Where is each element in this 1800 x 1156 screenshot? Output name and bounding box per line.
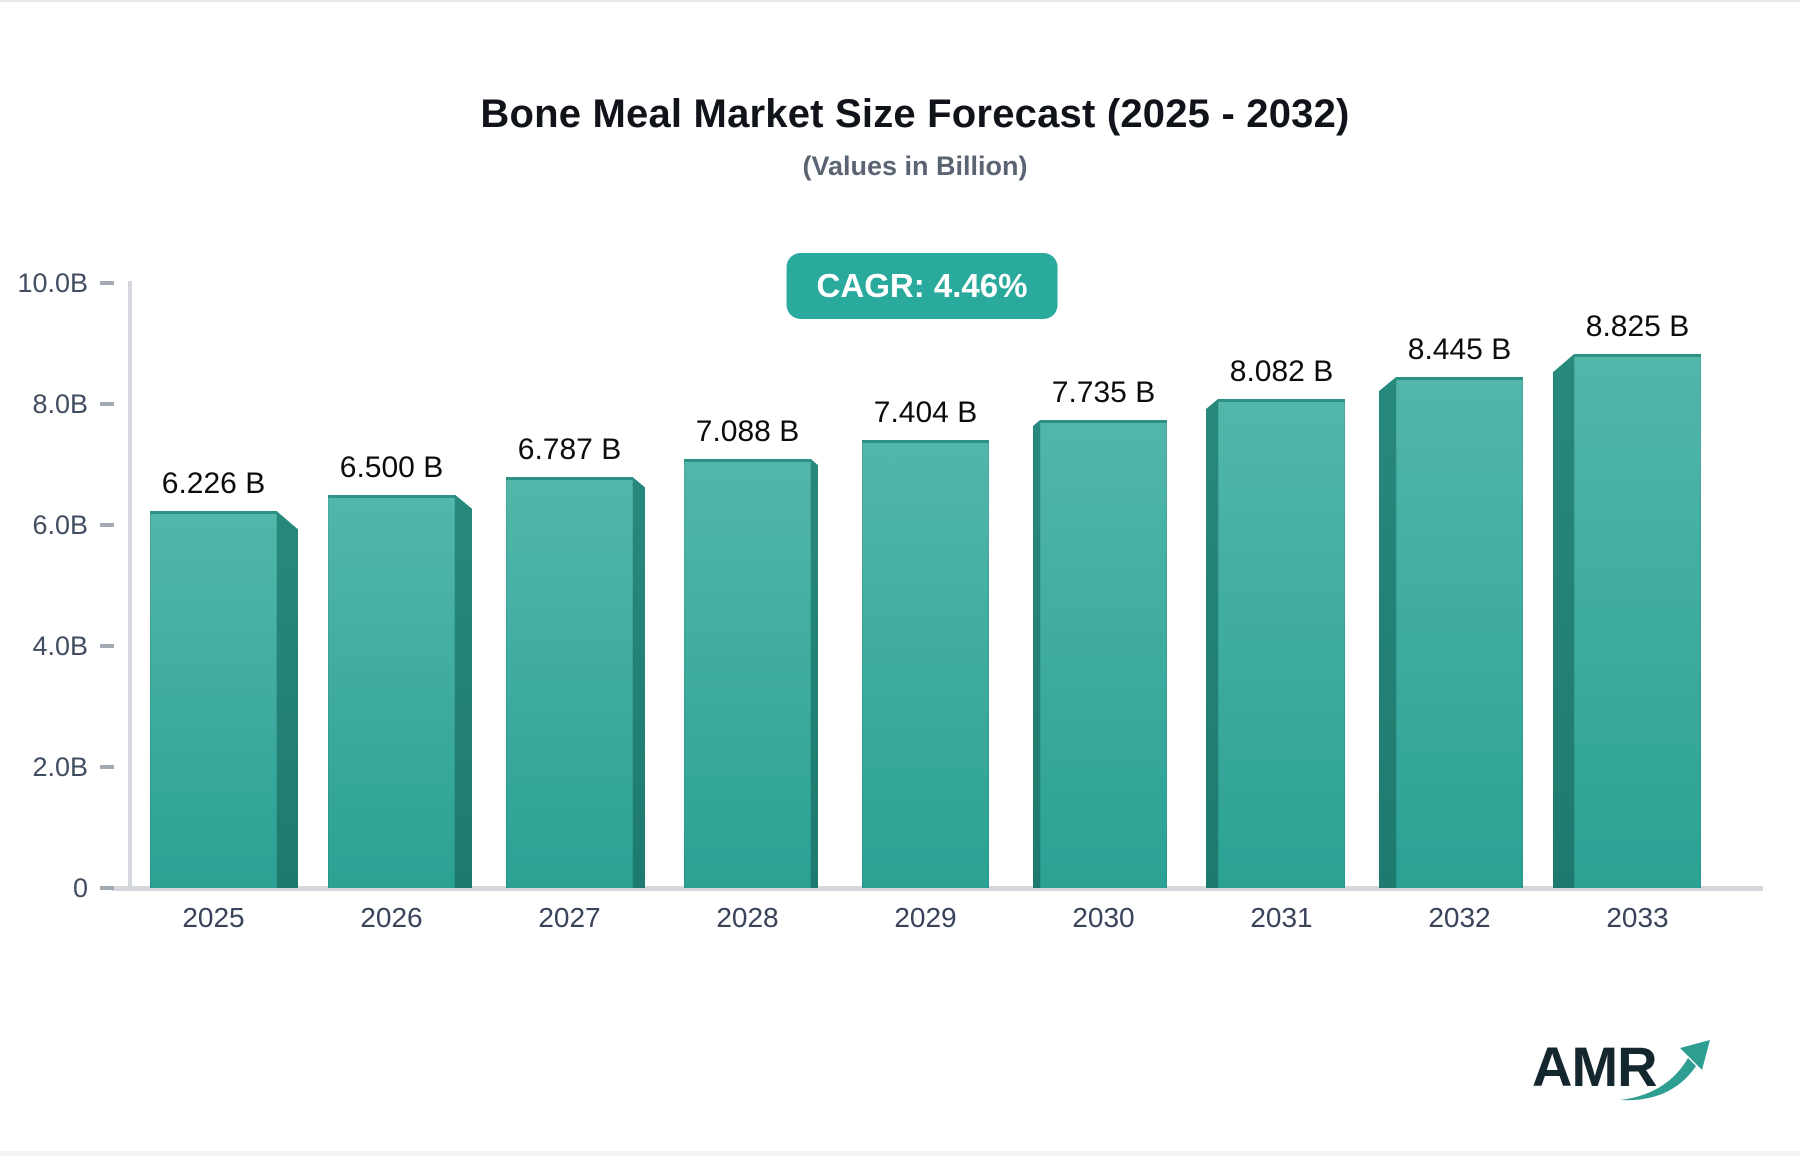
y-axis-line	[128, 281, 132, 888]
bar-2026	[328, 494, 455, 888]
x-tick-label: 2030	[1072, 902, 1135, 933]
y-tick-dash	[100, 765, 114, 769]
bar-value-label: 6.787 B	[517, 433, 622, 467]
x-tick-label: 2025	[182, 902, 245, 933]
bar-value-label: 8.825 B	[1585, 310, 1690, 344]
bar-side-face	[633, 477, 645, 888]
x-tick-label: 2029	[894, 902, 957, 933]
x-tick-label: 2031	[1250, 902, 1313, 933]
bar-side-face	[277, 511, 298, 888]
y-tick-label: 0	[72, 873, 88, 903]
bar-2031	[1218, 399, 1345, 888]
x-tick-label: 2028	[716, 902, 779, 933]
x-tick-label: 2026	[360, 902, 423, 933]
bar-value-label: 7.088 B	[695, 415, 800, 449]
bar-2030	[1040, 420, 1167, 888]
bar-value-label: 8.445 B	[1407, 333, 1512, 367]
y-tick-label: 8.0B	[32, 389, 88, 419]
bar-2025	[150, 511, 277, 888]
bar-side-face	[1206, 399, 1218, 888]
bar-side-face	[811, 459, 818, 888]
page-top-border	[0, 0, 1800, 2]
y-tick-dash	[100, 281, 114, 285]
y-tick-dash	[100, 644, 114, 648]
y-tick-label: 10.0B	[17, 268, 88, 298]
growth-arrow-icon	[1618, 1038, 1714, 1109]
bar-2029	[862, 440, 989, 888]
bar-2033	[1574, 354, 1701, 888]
bar-2027	[506, 477, 633, 888]
bar-2032	[1396, 377, 1523, 888]
chart-header: Bone Meal Market Size Forecast (2025 - 2…	[20, 0, 1800, 182]
x-tick-label: 2027	[538, 902, 601, 933]
bar-value-label: 6.226 B	[161, 467, 266, 501]
y-tick-dash	[100, 886, 114, 890]
y-tick-label: 4.0B	[32, 631, 88, 661]
x-tick-label: 2033	[1606, 902, 1669, 933]
bar-side-face	[1553, 354, 1574, 888]
bar-value-label: 8.082 B	[1229, 355, 1334, 389]
bar-side-face	[1379, 377, 1396, 888]
amr-logo: AMR	[1532, 1034, 1712, 1109]
page-bottom-border	[0, 1151, 1800, 1156]
cagr-badge: CAGR: 4.46%	[786, 253, 1058, 319]
y-tick-label: 2.0B	[32, 752, 88, 782]
chart-title: Bone Meal Market Size Forecast (2025 - 2…	[480, 92, 1350, 136]
x-axis-baseline	[112, 886, 1763, 891]
bar-side-face	[455, 494, 472, 888]
x-tick-label: 2032	[1428, 902, 1491, 933]
bar-2028	[684, 459, 811, 888]
amr-logo-text: AMR	[1532, 1035, 1658, 1098]
y-tick-dash	[100, 523, 114, 527]
bar-value-label: 7.735 B	[1051, 376, 1156, 410]
bar-value-label: 6.500 B	[339, 450, 444, 484]
bar-value-label: 7.404 B	[873, 396, 978, 430]
y-tick-dash	[100, 402, 114, 406]
chart-subtitle: (Values in Billion)	[802, 151, 1028, 181]
y-tick-label: 6.0B	[32, 510, 88, 540]
bar-side-face	[1033, 420, 1040, 888]
